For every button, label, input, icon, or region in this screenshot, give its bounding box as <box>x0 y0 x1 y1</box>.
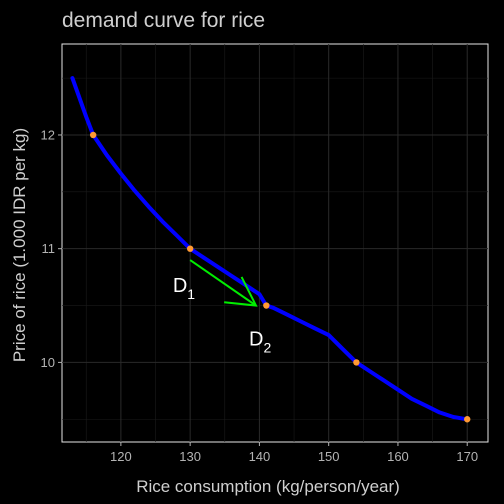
x-axis-title: Rice consumption (kg/person/year) <box>136 477 400 496</box>
plot-panel: D1 D2 <box>61 43 489 443</box>
x-axis-ticks: 120 130 140 150 160 170 <box>110 442 478 464</box>
annotations: D1 D2 <box>173 275 272 355</box>
data-point <box>89 131 97 139</box>
chart-title: demand curve for rice <box>62 9 265 32</box>
x-tick-label: 170 <box>456 449 478 464</box>
y-axis-title: Price of rice (1.000 IDR per kg) <box>10 128 29 362</box>
annotation-subscript: 1 <box>187 286 195 302</box>
arrow-shaft <box>189 259 257 307</box>
data-points <box>89 131 471 423</box>
annotation-label: D2 <box>249 328 271 355</box>
x-tick-label: 150 <box>318 449 340 464</box>
panel-background <box>61 43 489 443</box>
data-point <box>353 359 360 366</box>
x-tick-label: 130 <box>179 449 201 464</box>
arrow-head <box>224 276 258 307</box>
x-tick-label: 140 <box>249 449 271 464</box>
y-axis-ticks: 10 11 12 <box>41 127 62 370</box>
y-tick-label: 12 <box>41 127 55 142</box>
grid-minor <box>62 44 488 442</box>
shift-arrow <box>189 259 258 307</box>
x-tick-label: 160 <box>387 449 409 464</box>
data-point <box>464 416 471 423</box>
demand-curve-line <box>70 76 470 422</box>
annotation-subscript: 2 <box>263 339 271 355</box>
x-tick-label: 120 <box>110 449 132 464</box>
y-tick-label: 11 <box>42 241 56 256</box>
annotation-label: D1 <box>173 275 195 302</box>
grid-major <box>62 44 488 442</box>
data-point <box>263 302 270 309</box>
data-point <box>186 245 194 252</box>
y-tick-label: 10 <box>41 355 55 370</box>
